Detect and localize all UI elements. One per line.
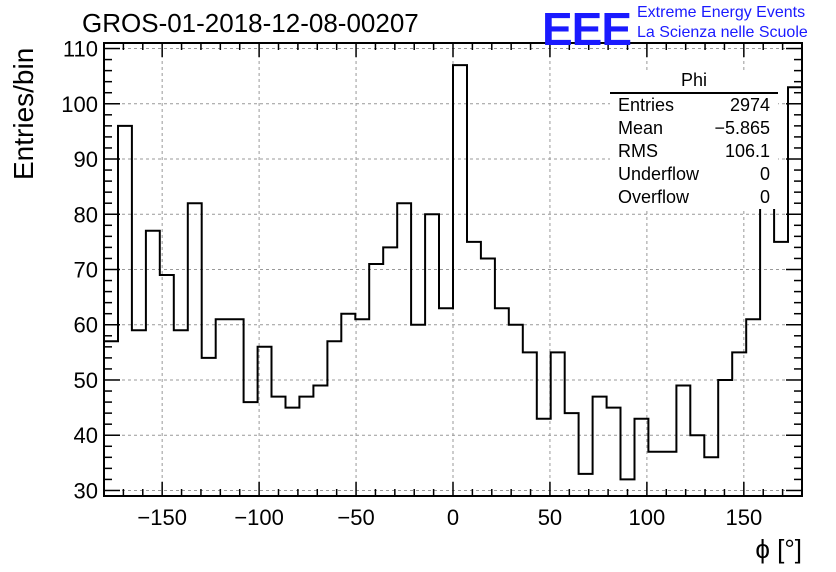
y-tick-label: 60 bbox=[74, 313, 98, 338]
stats-label: Entries bbox=[618, 95, 675, 115]
x-tick-label: −100 bbox=[234, 505, 284, 530]
x-tick-label: −150 bbox=[137, 505, 187, 530]
stats-row-entries: Entries 2974 bbox=[610, 94, 778, 117]
y-tick-labels: 30 40 50 60 70 80 90 100 110 bbox=[61, 37, 98, 504]
x-tick-label: 150 bbox=[725, 505, 762, 530]
y-tick-label: 40 bbox=[74, 423, 98, 448]
x-axis-label: ϕ [°] bbox=[755, 534, 802, 564]
y-tick-label: 100 bbox=[61, 92, 98, 117]
logo-line-2: La Scienza nelle Scuole bbox=[637, 24, 808, 41]
x-tick-label: 50 bbox=[538, 505, 562, 530]
x-tick-label: −50 bbox=[337, 505, 374, 530]
histogram-series bbox=[104, 64, 802, 481]
x-tick-label: 100 bbox=[629, 505, 666, 530]
eee-logo: EEE bbox=[542, 3, 632, 55]
logo-line-1: Extreme Energy Events bbox=[637, 4, 806, 21]
y-tick-label: 80 bbox=[74, 202, 98, 227]
x-tick-labels: −150 −100 −50 0 50 100 150 bbox=[137, 505, 762, 530]
stats-row-mean: Mean −5.865 bbox=[610, 117, 778, 140]
stats-title: Phi bbox=[610, 70, 778, 94]
stats-value: 106.1 bbox=[724, 141, 770, 161]
stats-label: Overflow bbox=[618, 187, 690, 207]
stats-box: Phi Entries 2974 Mean −5.865 RMS 106.1 U… bbox=[610, 70, 778, 209]
y-tick-label: 70 bbox=[74, 258, 98, 283]
stats-row-rms: RMS 106.1 bbox=[610, 140, 778, 163]
chart-title: GROS-01-2018-12-08-00207 bbox=[82, 8, 419, 38]
y-axis-label: Entries/bin bbox=[8, 47, 39, 180]
stats-label: RMS bbox=[618, 141, 658, 161]
axis-ticks bbox=[104, 43, 802, 496]
stats-value: 0 bbox=[759, 187, 770, 207]
x-tick-label: 0 bbox=[447, 505, 459, 530]
stats-row-overflow: Overflow 0 bbox=[610, 186, 778, 209]
stats-row-underflow: Underflow 0 bbox=[610, 163, 778, 186]
stats-value: −5.865 bbox=[714, 118, 770, 138]
stats-value: 0 bbox=[759, 164, 770, 184]
y-tick-label: 110 bbox=[63, 37, 98, 62]
y-tick-label: 90 bbox=[74, 147, 98, 172]
y-tick-label: 50 bbox=[74, 368, 98, 393]
y-tick-label: 30 bbox=[74, 478, 98, 503]
stats-label: Underflow bbox=[618, 164, 700, 184]
stats-value: 2974 bbox=[729, 95, 770, 115]
stats-label: Mean bbox=[618, 118, 664, 138]
